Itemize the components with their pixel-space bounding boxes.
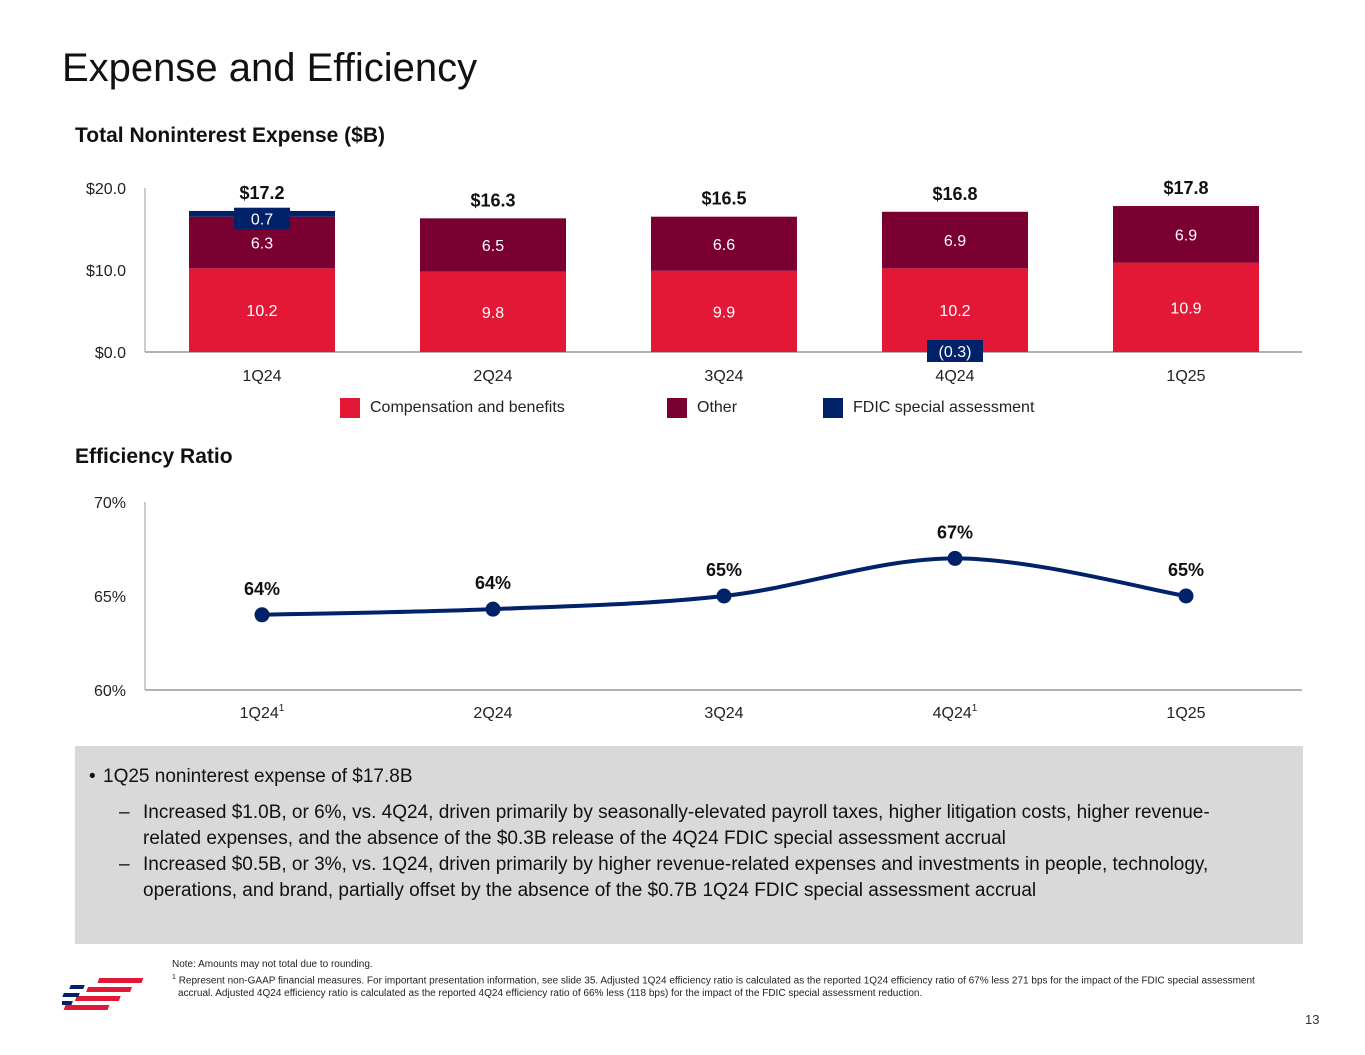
legend-item-compensation: Compensation and benefits [340,398,565,418]
bar-compensation [420,271,566,352]
bar-compensation [189,268,335,352]
bar-other [882,211,1028,269]
label-fdic: (0.3) [939,344,972,361]
footnote-1-mark: 1 [172,974,176,981]
x-tick-label: 2Q24 [473,705,512,722]
y-tick-label: $0.0 [95,345,126,362]
legend-label-fdic: FDIC special assessment [853,399,1035,416]
expense-chart: $0.0 $10.0 $20.0 10.2 6.3 0.7 $17.2 1Q24 9.8 6.5 $… [86,178,1302,385]
fdic-negative-box [927,340,983,362]
x-tick-label: 4Q24 [935,368,974,385]
label-fdic: 0.7 [251,212,273,229]
x-tick-label: 3Q24 [704,705,743,722]
efficiency-value-label: 64% [475,573,511,593]
label-other: 6.9 [944,233,966,250]
efficiency-value-label: 65% [706,560,742,580]
x-tick-label: 1Q24 [242,368,281,385]
label-compensation: 10.2 [939,303,970,320]
label-compensation: 10.9 [1170,300,1201,317]
footnote-1: 1 Represent non-GAAP financial measures.… [172,971,1292,1000]
commentary-sub-2-text: Increased $0.5B, or 3%, vs. 1Q24, driven… [143,854,1209,901]
efficiency-point [254,607,270,623]
footnotes: Note: Amounts may not total due to round… [172,958,1292,1000]
note-rounding: Note: Amounts may not total due to round… [172,959,373,970]
legend-item-other: Other [667,398,737,418]
total-label: $17.8 [1163,178,1208,198]
total-label: $17.2 [239,183,284,203]
page-title: Expense and Efficiency [62,46,478,90]
label-other: 6.6 [713,237,735,254]
x-tick-label: 3Q24 [704,368,743,385]
efficiency-point [485,601,501,617]
bar-other [651,216,797,271]
total-label: $16.3 [470,190,515,210]
fdic-label-box [234,207,290,230]
legend-label-compensation: Compensation and benefits [370,399,565,416]
total-label: $16.5 [701,189,746,209]
y-tick-label: $20.0 [86,181,126,198]
commentary-sub-1-text: Increased $1.0B, or 6%, vs. 4Q24, driven… [143,802,1210,849]
x-tick-label: 1Q25 [1166,368,1205,385]
y-tick-label: 65% [94,589,126,606]
efficiency-chart-title: Efficiency Ratio [75,445,233,468]
y-tick-label: 70% [94,495,126,512]
label-compensation: 9.9 [713,304,735,321]
bar-other [1113,206,1259,263]
commentary-box: • 1Q25 noninterest expense of $17.8B – Inc… [75,746,1303,944]
x-tick-footnote: 1 [972,703,978,714]
efficiency-point [947,550,963,566]
legend-swatch-other [667,398,687,418]
x-tick-label: 4Q241 [933,703,978,722]
legend-label-other: Other [697,399,738,416]
footnote-1-text: Represent non-GAAP financial measures. F… [178,975,1255,1000]
legend-item-fdic: FDIC special assessment [823,398,1034,418]
efficiency-value-label: 65% [1168,560,1204,580]
y-tick-label: $10.0 [86,263,126,280]
x-tick-label: 1Q241 [240,703,285,722]
expense-legend: Compensation and benefits Other FDIC spe… [0,398,1365,422]
y-tick-label: 60% [94,683,126,700]
total-label: $16.8 [932,184,977,204]
commentary-sub-1: – Increased $1.0B, or 6%, vs. 4Q24, drive… [119,800,1239,852]
expense-chart-title: Total Noninterest Expense ($B) [75,124,385,147]
label-compensation: 10.2 [246,303,277,320]
bar-compensation [1113,262,1259,352]
bar-compensation [651,270,797,352]
x-tick-footnote: 1 [279,703,285,714]
x-tick-label: 1Q25 [1166,705,1205,722]
legend-swatch-fdic [823,398,843,418]
label-other: 6.5 [482,238,504,255]
page-number: 13 [1305,1012,1320,1027]
x-tick-label: 2Q24 [473,368,512,385]
efficiency-point [716,588,732,604]
efficiency-point [1178,588,1194,604]
label-compensation: 9.8 [482,305,504,322]
flag-logo-icon [62,978,144,1010]
bar-compensation [882,268,1028,352]
label-other: 6.3 [251,236,273,253]
commentary-bullet: • 1Q25 noninterest expense of $17.8B [89,766,413,787]
commentary-bullet-text: 1Q25 noninterest expense of $17.8B [103,766,413,787]
efficiency-value-label: 64% [244,579,280,599]
bar-other [420,218,566,272]
efficiency-value-label: 67% [937,522,973,542]
label-other: 6.9 [1175,227,1197,244]
legend-swatch-compensation [340,398,360,418]
commentary-sub-2: – Increased $0.5B, or 3%, vs. 1Q24, drive… [119,852,1239,904]
efficiency-chart: 60% 65% 70% 64% 1Q241 64% 2Q24 65% 3Q24 67% 4Q241 6… [94,495,1302,722]
